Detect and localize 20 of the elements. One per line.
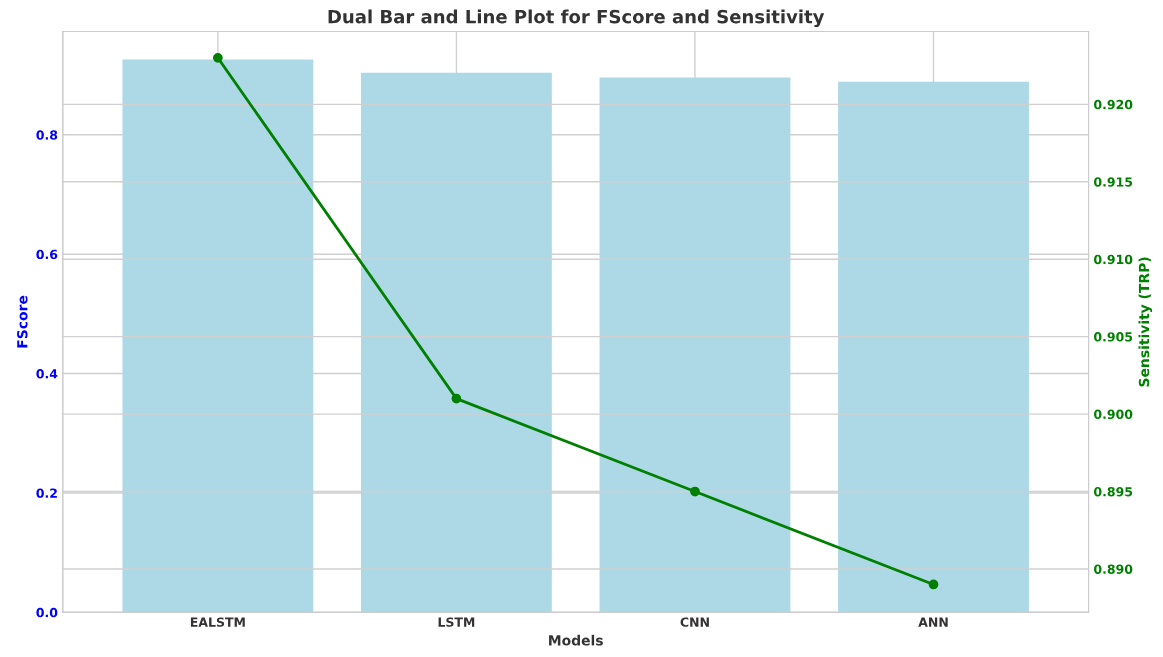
x-tick-label: LSTM xyxy=(438,617,475,627)
y-tick-label: 0.4 xyxy=(36,369,58,379)
y2-tick-label: 0.910 xyxy=(1094,254,1133,265)
y-tick-label: 0.8 xyxy=(36,130,58,140)
y-tick-label: 0.0 xyxy=(36,607,58,618)
x-axis-title: Models xyxy=(549,634,603,646)
y2-tick-label: 0.895 xyxy=(1094,486,1133,497)
x-tick-label: CNN xyxy=(680,617,709,627)
y2-tick-label: 0.915 xyxy=(1094,177,1133,187)
chart-title: Dual Bar and Line Plot for FScore and Sensitivity xyxy=(328,9,825,28)
x-tick-label: EALSTM xyxy=(190,617,245,627)
y2-axis-title: Sensitivity (TRP) xyxy=(1138,257,1153,387)
y-tick-label: 0.2 xyxy=(36,488,57,498)
y2-tick-label: 0.920 xyxy=(1094,99,1133,110)
y2-tick-label: 0.905 xyxy=(1094,332,1133,342)
y-tick-label: 0.6 xyxy=(36,249,58,260)
y2-tick-label: 0.890 xyxy=(1094,564,1133,574)
x-tick-label: ANN xyxy=(918,617,948,627)
y2-tick-label: 0.900 xyxy=(1094,409,1133,420)
y-axis-title: FScore xyxy=(17,295,28,348)
